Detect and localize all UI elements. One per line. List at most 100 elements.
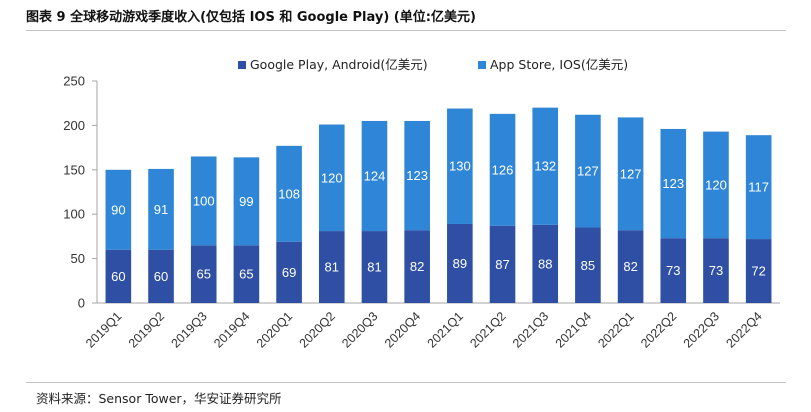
data-label: 90 — [111, 202, 125, 217]
data-label: 127 — [620, 166, 642, 181]
data-label: 130 — [449, 159, 471, 174]
title-divider — [26, 30, 786, 31]
bar-google-play — [148, 249, 174, 303]
chart-legend: Google Play, Android(亿美元) App Store, IOS… — [238, 57, 628, 72]
x-tick-label: 2022Q4 — [723, 309, 764, 350]
bar-google-play — [617, 230, 644, 303]
data-label: 69 — [282, 265, 296, 280]
y-axis: 0 50 100 150 200 250 — [63, 74, 98, 311]
data-label: 85 — [581, 258, 595, 273]
data-label: 132 — [534, 159, 556, 174]
bar-google-play — [190, 245, 217, 303]
x-tick-label: 2021Q4 — [553, 309, 594, 350]
bar-app-store — [148, 168, 174, 250]
data-label: 60 — [111, 269, 125, 284]
data-label: 99 — [239, 194, 253, 209]
x-tick-label: 2020Q2 — [297, 309, 338, 350]
x-axis: 2019Q1 2019Q2 2019Q3 2019Q4 2020Q1 2020Q2 2020… — [83, 302, 780, 351]
data-label: 65 — [239, 267, 253, 282]
x-tick-label: 2019Q2 — [126, 309, 167, 350]
legend-label-app-store: App Store, IOS(亿美元) — [490, 57, 628, 72]
x-tick-label: 2022Q3 — [681, 309, 722, 350]
data-label: 120 — [321, 170, 343, 185]
x-tick-label: 2022Q1 — [595, 309, 636, 350]
x-tick-label: 2021Q3 — [510, 309, 551, 350]
chart-title: 图表 9 全球移动游戏季度收入(仅包括 IOS 和 Google Play) (… — [26, 10, 476, 25]
data-label: 100 — [193, 193, 215, 208]
source-note: 资料来源：Sensor Tower，华安证券研究所 — [36, 391, 282, 406]
bar-google-play — [489, 225, 516, 303]
bar-app-store — [233, 157, 260, 246]
data-label: 72 — [751, 264, 765, 279]
bar-app-store — [361, 120, 388, 232]
bar-google-play — [361, 231, 388, 303]
legend-swatch-app-store — [478, 61, 486, 69]
y-tick-label: 150 — [63, 162, 85, 177]
bars — [105, 107, 772, 303]
bar-google-play — [447, 223, 473, 303]
bar-app-store — [105, 169, 132, 250]
data-label: 91 — [154, 202, 168, 217]
data-label: 65 — [196, 267, 210, 282]
y-tick-label: 0 — [78, 296, 85, 311]
data-label: 73 — [666, 263, 680, 278]
data-label: 82 — [623, 259, 637, 274]
data-labels: 60 90 60 91 65 100 65 99 69 108 81 120 81 124 82 123 89 1… — [111, 159, 769, 284]
x-tick-label: 2020Q3 — [339, 309, 380, 350]
x-tick-label: 2021Q1 — [425, 309, 466, 350]
x-tick-label: 2020Q4 — [382, 309, 423, 350]
bar-app-store — [489, 113, 516, 226]
bar-app-store — [447, 108, 473, 224]
data-label: 126 — [492, 162, 514, 177]
data-label: 108 — [278, 186, 300, 201]
data-label: 89 — [453, 256, 467, 271]
bar-app-store — [703, 131, 729, 239]
data-label: 124 — [364, 169, 386, 184]
data-label: 73 — [709, 263, 723, 278]
data-label: 60 — [154, 269, 168, 284]
bar-google-play — [404, 230, 430, 303]
bar-google-play — [233, 245, 260, 303]
bar-google-play — [532, 224, 559, 303]
y-tick-label: 100 — [63, 207, 85, 222]
y-tick-label: 250 — [63, 74, 85, 89]
bar-google-play — [703, 238, 729, 303]
bar-google-play — [575, 227, 601, 303]
bar-google-play — [105, 249, 132, 303]
data-label: 123 — [662, 176, 684, 191]
bar-app-store — [190, 156, 217, 246]
stacked-bar-chart: Google Play, Android(亿美元) App Store, IOS… — [63, 57, 780, 351]
y-tick-label: 200 — [63, 118, 85, 133]
data-label: 123 — [406, 168, 428, 183]
source-divider — [26, 382, 786, 383]
bar-app-store — [745, 135, 772, 240]
data-label: 120 — [705, 177, 727, 192]
bar-google-play — [318, 231, 345, 303]
bar-app-store — [660, 128, 687, 239]
x-tick-label: 2020Q1 — [254, 309, 295, 350]
data-label: 81 — [367, 260, 381, 275]
x-tick-label: 2021Q2 — [467, 309, 508, 350]
x-tick-label: 2019Q3 — [168, 309, 209, 350]
data-label: 88 — [538, 256, 552, 271]
x-tick-label: 2022Q2 — [638, 309, 679, 350]
data-label: 127 — [577, 164, 599, 179]
bar-google-play — [745, 239, 772, 303]
x-tick-label: 2019Q1 — [83, 309, 124, 350]
data-label: 82 — [410, 259, 424, 274]
bar-google-play — [660, 238, 687, 303]
data-label: 117 — [748, 180, 769, 195]
legend-label-google-play: Google Play, Android(亿美元) — [250, 57, 428, 72]
x-tick-label: 2019Q4 — [211, 309, 252, 350]
data-label: 87 — [495, 257, 509, 272]
legend-swatch-google-play — [238, 61, 246, 69]
bar-app-store — [575, 114, 601, 228]
data-label: 81 — [325, 260, 339, 275]
y-tick-label: 50 — [71, 251, 85, 266]
bar-app-store — [276, 145, 302, 242]
bar-app-store — [404, 120, 430, 231]
bar-app-store — [532, 107, 559, 225]
bar-app-store — [617, 117, 644, 231]
bar-app-store — [318, 124, 345, 232]
bar-google-play — [276, 241, 302, 303]
